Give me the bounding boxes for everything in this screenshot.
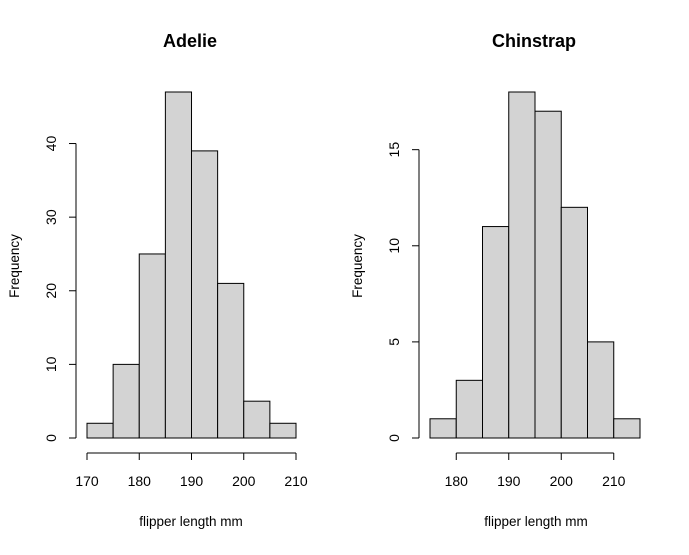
y-tick-label: 0 [43, 434, 59, 442]
panel-2-bars [429, 91, 641, 439]
y-tick-label: 10 [386, 238, 402, 254]
panel-1-y-axis-label: Frequency [7, 234, 22, 298]
histogram-bar [560, 206, 588, 439]
histogram-bar [243, 400, 271, 439]
histogram-bar [269, 422, 297, 439]
y-tick-label: 40 [43, 136, 59, 152]
y-tick-label: 10 [43, 356, 59, 372]
panel-2-x-axis: 180 190 200 210 [445, 452, 626, 489]
x-tick-label: 200 [550, 473, 574, 489]
histogram-bar [587, 341, 615, 439]
panel-2-x-axis-label: flipper length mm [484, 514, 588, 529]
panel-1-x-axis: 170 180 190 200 210 [75, 452, 308, 489]
histogram-bar [613, 418, 641, 439]
y-tick-label: 20 [43, 283, 59, 299]
histogram-bar [138, 253, 166, 439]
x-tick-label: 190 [180, 473, 204, 489]
panel-1-y-axis: 0 10 20 30 40 [43, 136, 77, 442]
panel-2-y-axis-label: Frequency [350, 234, 365, 298]
panel-1-x-axis-label: flipper length mm [139, 514, 243, 529]
x-tick-label: 180 [128, 473, 152, 489]
y-tick-label: 15 [386, 142, 402, 158]
panel-1-title: Adelie [163, 31, 217, 51]
y-tick-label: 0 [386, 434, 402, 442]
panel-1-bars [86, 91, 297, 439]
histogram-bar [429, 418, 457, 439]
histogram-bar [217, 282, 245, 439]
x-tick-label: 210 [284, 473, 308, 489]
panel-2-y-axis: 0 5 10 15 [386, 142, 420, 442]
histogram-bar [482, 226, 510, 439]
histogram-bar [191, 150, 219, 439]
x-tick-label: 200 [232, 473, 256, 489]
x-tick-label: 190 [497, 473, 521, 489]
panel-2-title: Chinstrap [492, 31, 576, 51]
y-tick-label: 30 [43, 209, 59, 225]
x-tick-label: 210 [602, 473, 626, 489]
histogram-bar [164, 91, 193, 439]
histogram-bar [86, 422, 114, 439]
panel-adelie: Adelie flipper length mm Frequency 170 18… [7, 31, 308, 529]
panel-chinstrap: Chinstrap flipper length mm Frequency 18… [350, 31, 641, 529]
histogram-bar [534, 110, 562, 439]
histogram-bar [112, 363, 140, 439]
x-tick-label: 170 [75, 473, 99, 489]
x-tick-label: 180 [445, 473, 469, 489]
y-tick-label: 5 [386, 338, 402, 346]
histogram-bar [455, 379, 483, 439]
histogram-bar [508, 91, 536, 439]
